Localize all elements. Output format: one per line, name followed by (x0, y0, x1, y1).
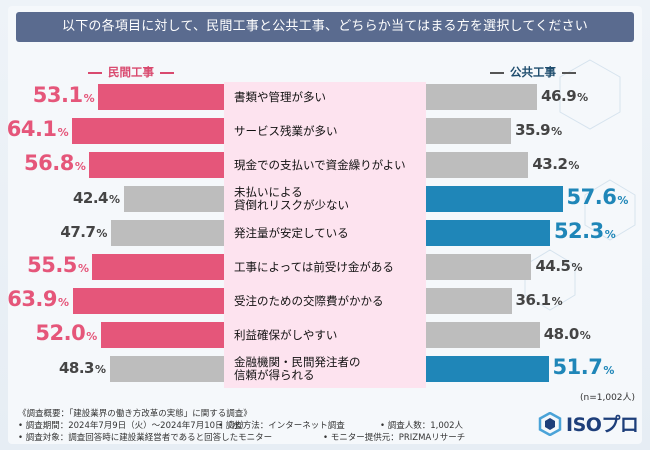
category-label: 未払いによる 貸倒れリスクが少ない (234, 185, 349, 212)
category-label: 書類や管理が多い (234, 89, 326, 104)
public-bar (426, 152, 529, 178)
category-label: 発注量が安定している (234, 225, 349, 240)
private-bar (110, 220, 224, 246)
sample-size-note: (n=1,002人) (580, 393, 636, 403)
survey-method: • 調査方法：インターネット調査 (218, 421, 345, 431)
public-bar (426, 186, 563, 212)
hexagon-logo-icon (538, 411, 562, 436)
public-header: 公共工事 (484, 64, 582, 80)
category-panel (224, 82, 426, 388)
public-header-text: 公共工事 (510, 65, 556, 79)
private-bar (109, 356, 224, 382)
private-value-label: 52.0% (35, 321, 97, 345)
public-value-label: 35.9% (515, 121, 562, 139)
private-value-label: 64.1% (6, 117, 69, 141)
category-label: 利益確保がしやすい (234, 327, 338, 342)
survey-title: 《調査概要：「建設業界の働き方改革の実態」に関する調査》 (18, 409, 252, 419)
private-value-label: 63.9% (7, 287, 69, 311)
private-bar (123, 186, 224, 212)
public-bar (426, 84, 538, 110)
public-bar (426, 288, 512, 314)
private-value-label: 47.7% (60, 223, 107, 241)
page-title: 以下の各項目に対して、民間工事と公共工事、どちらか当てはまる方を選択してください (16, 12, 634, 42)
survey-provider: • モニター提供元：PRIZMAリサーチ (323, 433, 466, 443)
public-bar (426, 322, 540, 348)
survey-period: • 調査期間：2024年7月9日（火）～2024年7月10日（水） (18, 421, 250, 431)
logo-text: ISOプロ (566, 414, 639, 436)
isopro-logo: ISOプロ (538, 410, 639, 437)
public-bar (426, 356, 549, 382)
private-value-label: 56.8% (24, 151, 86, 175)
private-header: 民間工事 (82, 64, 180, 80)
public-value-label: 36.1% (515, 291, 563, 309)
private-bar (98, 84, 224, 110)
private-header-text: 民間工事 (108, 65, 154, 79)
public-value-label: 46.9% (541, 87, 588, 105)
public-value-label: 48.0% (543, 325, 591, 343)
private-bar (72, 118, 224, 144)
private-bar (100, 322, 224, 348)
public-value-label: 51.7% (552, 355, 615, 379)
private-value-label: 48.3% (58, 359, 106, 377)
survey-count: • 調査人数：1,002人 (380, 421, 464, 431)
category-label: 金融機関・民間発注者の 信頼が得られる (234, 355, 361, 382)
public-value-label: 57.6% (566, 185, 629, 209)
private-bar (92, 254, 224, 280)
private-value-label: 55.5% (27, 253, 89, 277)
private-bar (72, 288, 224, 314)
survey-target: • 調査対象：調査回答時に建設業経営者であると回答したモニター (18, 433, 273, 443)
category-label: サービス残業が多い (234, 123, 338, 138)
private-bar (89, 152, 224, 178)
private-value-label: 53.1% (32, 83, 95, 107)
category-label: 受注のための交際費がかかる (234, 293, 384, 308)
public-bar (426, 118, 512, 144)
public-value-label: 43.2% (532, 155, 579, 173)
public-value-label: 52.3% (553, 219, 616, 243)
private-value-label: 42.4% (72, 189, 120, 207)
category-label: 工事によっては前受け金がある (234, 259, 394, 274)
public-bar (426, 254, 532, 280)
public-bar (426, 220, 550, 246)
category-label: 現金での支払いで資金繰りがよい (234, 157, 406, 172)
public-value-label: 44.5% (535, 257, 582, 275)
